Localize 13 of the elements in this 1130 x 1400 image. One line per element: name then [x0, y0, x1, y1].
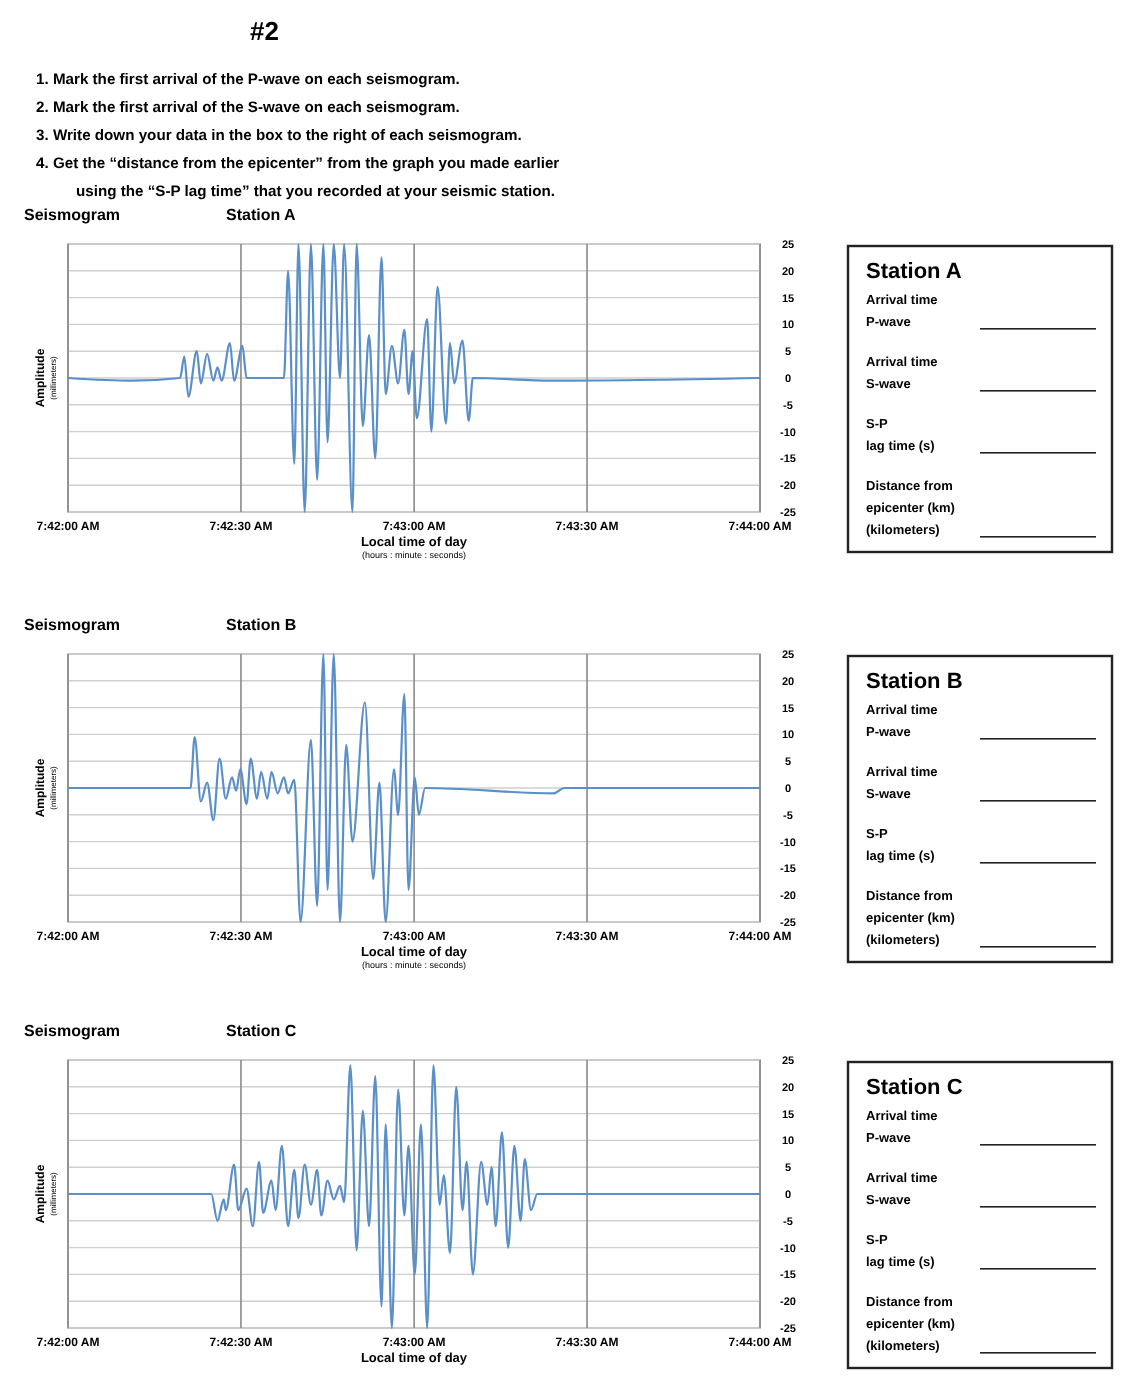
text: Station A: [866, 260, 962, 284]
chart-subtitle: Station C: [226, 1022, 297, 1040]
line-series: [66, 1064, 762, 1330]
chart-subtitle: Station A: [226, 206, 297, 224]
line-series: [66, 242, 762, 514]
chart-title: Seismogram: [24, 206, 121, 224]
text: Station C: [866, 1076, 963, 1100]
chart-subtitle: Station B: [226, 616, 297, 634]
text: Station B: [866, 670, 963, 694]
chart-title: Seismogram: [24, 616, 121, 634]
text: #2: [250, 16, 279, 46]
chart-title: Seismogram: [24, 1022, 121, 1040]
line-series: [66, 652, 762, 924]
